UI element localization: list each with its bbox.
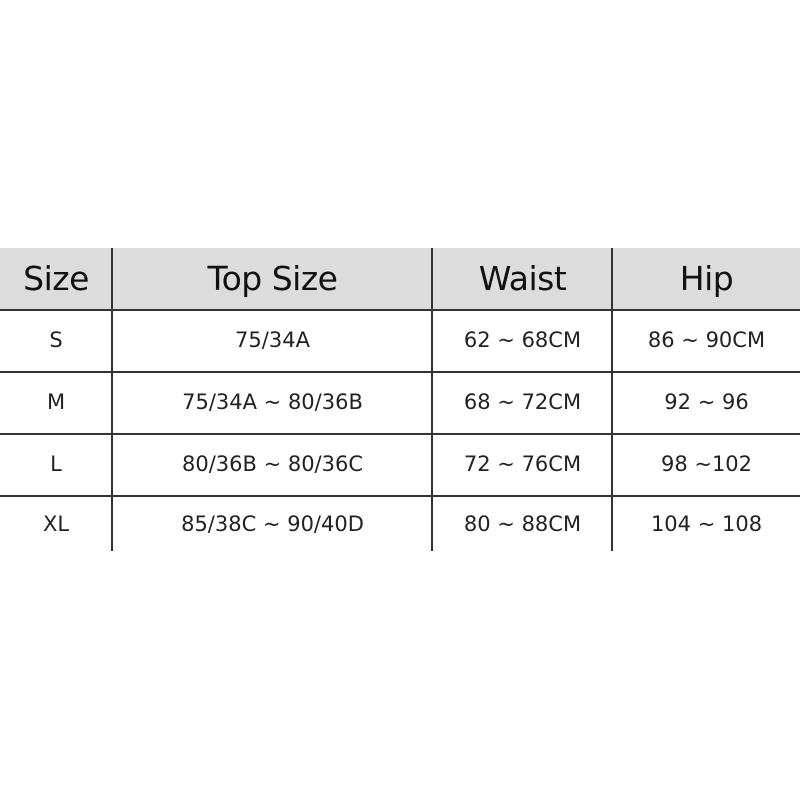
cell-hip: 92 ~ 96 [664, 390, 749, 414]
cell-waist: 72 ~ 76CM [463, 452, 582, 476]
cell-waist: 80 ~ 88CM [463, 511, 582, 536]
cell-size: XL [42, 511, 70, 536]
header-hip: Hip [679, 258, 734, 298]
header-waist: Waist [478, 258, 567, 298]
cell-waist: 68 ~ 72CM [463, 390, 582, 414]
header-top-size: Top Size [207, 258, 338, 298]
header-size: Size [23, 258, 89, 298]
cell-size: S [49, 328, 63, 352]
cell-size: M [46, 390, 66, 414]
cell-waist: 62 ~ 68CM [463, 328, 582, 352]
cell-top-size: 75/34A ~ 80/36B [182, 390, 363, 414]
column-divider [111, 248, 113, 551]
cell-top-size: 85/38C ~ 90/40D [181, 511, 364, 536]
row-divider [0, 371, 800, 373]
cell-top-size: 80/36B ~ 80/36C [181, 452, 364, 476]
row-divider [0, 309, 800, 311]
row-divider [0, 433, 800, 435]
cell-hip: 86 ~ 90CM [647, 328, 766, 352]
cell-size: L [50, 452, 62, 476]
cell-top-size: 75/34A [235, 328, 310, 352]
row-divider [0, 495, 800, 497]
header-row [0, 248, 800, 309]
size-chart-table: Size Top Size Waist Hip S 75/34A 62 ~ 68CM 86 ~… [0, 248, 800, 551]
column-divider [611, 248, 613, 551]
cell-hip: 98 ~102 [660, 452, 753, 476]
cell-hip: 104 ~ 108 [650, 511, 763, 536]
column-divider [431, 248, 433, 551]
